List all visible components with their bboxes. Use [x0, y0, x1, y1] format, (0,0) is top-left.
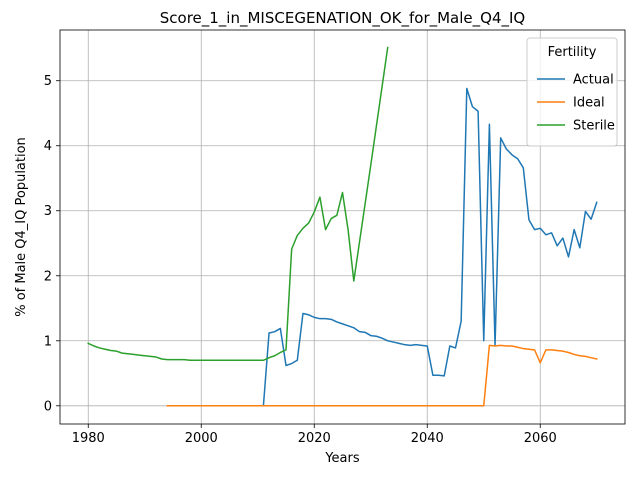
- y-tick-label: 2: [44, 269, 52, 284]
- legend-title: Fertility: [548, 45, 597, 60]
- x-tick-label: 2040: [411, 431, 444, 446]
- legend-label-ideal: Ideal: [573, 96, 605, 111]
- legend-box: [526, 37, 618, 147]
- series-line-ideal: [166, 344, 598, 407]
- x-tick-label: 2020: [298, 431, 331, 446]
- series-line-sterile: [87, 46, 389, 362]
- axis-ticks: 1980 2000 2020 2040 2060 0 1 2 3 4 5: [44, 74, 557, 446]
- y-tick-label: 1: [44, 334, 52, 349]
- y-tick-label: 4: [44, 139, 52, 154]
- y-tick-label: 3: [44, 204, 52, 219]
- plot-frame: [59, 29, 626, 425]
- x-tick-label: 1980: [72, 431, 105, 446]
- x-tick-label: 2060: [524, 431, 557, 446]
- legend: Fertility Actual Ideal Sterile: [526, 37, 618, 147]
- legend-label-sterile: Sterile: [573, 119, 615, 134]
- series-line-actual: [245, 87, 598, 407]
- y-tick-label: 0: [44, 399, 52, 414]
- series-group: [87, 46, 598, 407]
- chart-title: Score_1_in_MISCEGENATION_OK_for_Male_Q4_…: [160, 9, 525, 28]
- y-tick-label: 5: [44, 74, 52, 89]
- x-axis-label: Years: [324, 451, 360, 466]
- y-axis-label: % of Male Q4_IQ Population: [14, 137, 29, 317]
- x-tick-label: 2000: [185, 431, 218, 446]
- legend-label-actual: Actual: [573, 73, 614, 88]
